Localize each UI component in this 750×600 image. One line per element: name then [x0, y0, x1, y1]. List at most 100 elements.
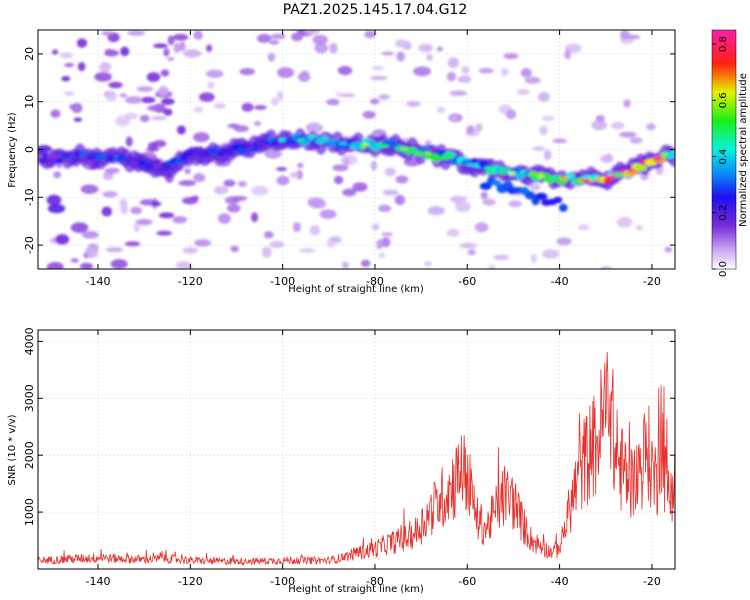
heatmap-cell [292, 222, 301, 233]
heatmap-cell [47, 203, 66, 214]
heatmap-cell [297, 162, 304, 169]
heatmap-cell [654, 157, 663, 161]
spectrogram-y-ticks: -20 -10 0 10 20 [23, 47, 675, 254]
heatmap-cell [634, 164, 647, 172]
colorbar-tick-label: 0.2 [718, 205, 729, 221]
heatmap-cell [233, 125, 250, 133]
heatmap-cell [205, 69, 224, 78]
heatmap-cell [163, 108, 173, 116]
heatmap-cell [314, 42, 328, 54]
heatmap-cell [329, 42, 338, 54]
heatmap-cell [413, 66, 432, 77]
x-tick-label: -80 [366, 575, 384, 588]
heatmap-cell [125, 136, 133, 147]
heatmap-cell [130, 206, 143, 215]
heatmap-cell [314, 139, 322, 143]
heatmap-cell [487, 264, 496, 269]
heatmap-cell [277, 67, 295, 78]
heatmap-cell [508, 200, 522, 208]
y-tick-label: 20 [23, 47, 36, 61]
colorbar-label: Normalized spectral amplitude [738, 73, 749, 227]
colorbar-tick-label: 0.6 [718, 92, 729, 108]
heatmap-cell [381, 51, 395, 56]
heatmap-cell [426, 53, 433, 61]
heatmap-cell [436, 46, 443, 52]
heatmap-cell [466, 125, 475, 134]
heatmap-cell [206, 44, 213, 52]
heatmap-cell [591, 120, 608, 131]
x-tick-label: -100 [270, 575, 295, 588]
heatmap-cell [362, 110, 376, 119]
heatmap-cell [55, 234, 70, 245]
heatmap-cell [124, 241, 141, 247]
heatmap-cell [59, 52, 73, 59]
heatmap-cell [449, 195, 467, 203]
heatmap-cell [610, 121, 625, 130]
heatmap-cell [556, 237, 572, 246]
heatmap-cell [104, 49, 119, 57]
heatmap-cell [454, 201, 471, 213]
x-tick-label: -20 [643, 575, 661, 588]
heatmap-cell [371, 223, 380, 231]
heatmap-cell [139, 114, 150, 123]
heatmap-cell [330, 235, 342, 244]
heatmap-cell [217, 213, 231, 224]
heatmap-cell [173, 42, 181, 54]
heatmap-cell [623, 99, 631, 108]
heatmap-cell [467, 249, 476, 256]
heatmap-cell [179, 41, 186, 52]
y-tick-label: 10 [23, 95, 36, 109]
spectrogram-x-ticks: -140 -120 -100 -80 -60 -40 -20 [86, 30, 661, 288]
heatmap-cell [176, 125, 186, 135]
heatmap-cell [119, 93, 128, 98]
heatmap-cell [147, 142, 158, 152]
heatmap-cell [305, 122, 323, 134]
heatmap-cell [223, 179, 236, 187]
heatmap-cell [207, 81, 215, 89]
heatmap-cell [136, 86, 154, 92]
x-tick-label: -20 [643, 275, 661, 288]
heatmap-cell [627, 168, 635, 172]
heatmap-cell [269, 240, 285, 249]
colorbar: 0.0 0.2 0.4 0.6 0.8 Normalized spectral ampl… [711, 29, 749, 277]
heatmap-cell [378, 253, 386, 258]
heatmap-cell [370, 160, 378, 171]
heatmap-cell [268, 40, 280, 45]
figure-title: PAZ1.2025.145.17.04.G12 [283, 2, 468, 18]
heatmap-cell [101, 31, 114, 36]
heatmap-cell [559, 177, 569, 181]
heatmap-cell [105, 247, 124, 253]
heatmap-cell [102, 191, 118, 198]
heatmap-cell [163, 48, 170, 57]
heatmap-cell [70, 258, 79, 263]
heatmap-cell [140, 96, 156, 104]
heatmap-cell [364, 30, 376, 39]
heatmap-cell [104, 167, 120, 174]
heatmap-cell [183, 49, 202, 58]
snr-y-ticks: 1000 2000 3000 4000 [23, 327, 675, 526]
heatmap-cell [127, 30, 146, 36]
heatmap-cell [483, 166, 494, 170]
heatmap-cell [55, 158, 63, 164]
heatmap-cell [427, 206, 445, 216]
snr-panel: -140 -120 -100 -80 -60 -40 -20 1000 2000 3000 400… [7, 327, 676, 595]
heatmap-cell [378, 94, 390, 100]
heatmap-cell [278, 138, 287, 142]
x-tick-label: -40 [551, 275, 569, 288]
heatmap-cell [616, 216, 633, 228]
heatmap-cell [552, 138, 567, 144]
heatmap-cell [99, 61, 112, 73]
heatmap-cell [46, 262, 64, 269]
heatmap-cell [603, 177, 612, 184]
heatmap-cell [564, 49, 571, 60]
heatmap-cell [376, 239, 383, 250]
snr-series-line [38, 351, 675, 566]
heatmap-cell [326, 98, 340, 106]
y-tick-label: 4000 [23, 327, 36, 355]
heatmap-cell [553, 196, 563, 204]
y-tick-label: -20 [23, 236, 36, 254]
heatmap-cell [629, 137, 643, 144]
heatmap-cell [530, 253, 538, 264]
heatmap-cell [160, 69, 170, 77]
